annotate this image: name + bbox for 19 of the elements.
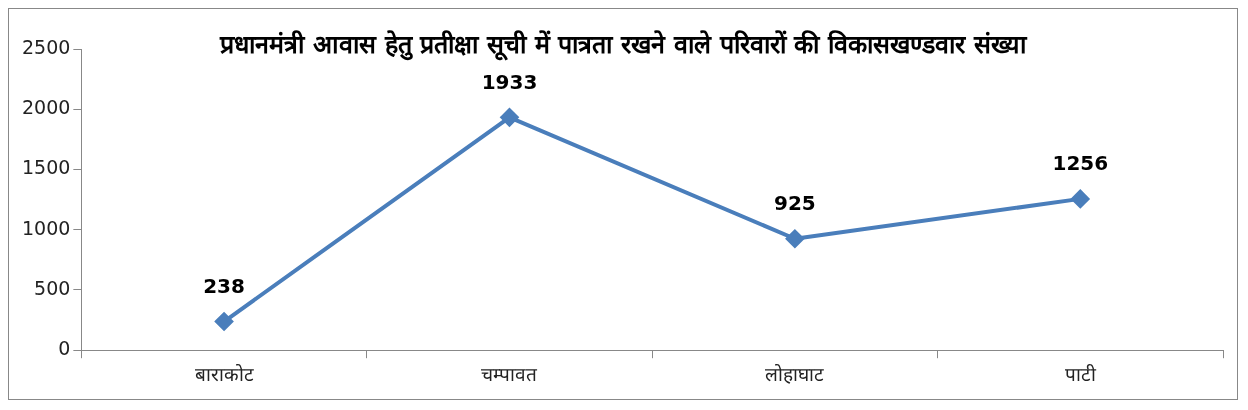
- x-tick-label: लोहाघाट: [765, 362, 825, 385]
- y-tick-label: 2000: [21, 96, 71, 119]
- data-label: 238: [203, 273, 245, 298]
- data-label: 1933: [481, 69, 538, 94]
- y-tick-label: 1000: [21, 216, 71, 239]
- chart-title: प्रधानमंत्री आवास हेतु प्रतीक्षा सूची में पात्रता रखने वाले परिवारों की विकासखण्डवार संख्या: [218, 29, 1028, 63]
- x-tick-label: चम्पावत: [481, 362, 539, 385]
- point: [1071, 189, 1090, 208]
- data-label: 925: [774, 190, 816, 215]
- y-tick-label: 2500: [21, 35, 71, 58]
- point: [500, 108, 519, 127]
- x-tick-label: पाटी: [1064, 362, 1097, 385]
- point: [215, 312, 234, 331]
- y-tick-label: 1500: [21, 156, 71, 179]
- x-tick-label: बाराकोट: [194, 362, 254, 385]
- data-label: 1256: [1052, 151, 1109, 176]
- point: [785, 229, 804, 248]
- y-tick-label: 0: [58, 337, 71, 360]
- y-tick-label: 500: [34, 276, 71, 299]
